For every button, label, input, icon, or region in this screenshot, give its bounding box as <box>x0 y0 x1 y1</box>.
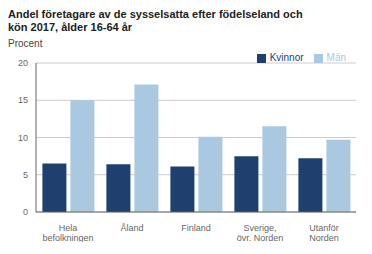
svg-text:20: 20 <box>18 58 28 68</box>
svg-text:Finland: Finland <box>181 223 211 233</box>
html-text:Procent: Procent <box>8 38 43 49</box>
svg-text:15: 15 <box>18 95 28 105</box>
html-text:Andel företagare av de syssels: Andel företagare av de sysselsatta efter… <box>8 8 303 20</box>
svg-text:Helabefolkningen: Helabefolkningen <box>42 223 93 242</box>
svg-text:0: 0 <box>23 207 28 217</box>
svg-text:Åland: Åland <box>120 223 143 233</box>
html-text:kön 2017, ålder 16-64 år: kön 2017, ålder 16-64 år <box>8 21 133 33</box>
svg-text:5: 5 <box>23 170 28 180</box>
svg-text:UtanförNorden: UtanförNorden <box>309 223 339 242</box>
svg-text:Sverige,övr. Norden: Sverige,övr. Norden <box>237 223 284 242</box>
html-text:Kvinnor: Kvinnor <box>269 52 304 63</box>
html-text:Män: Män <box>326 52 346 63</box>
svg-text:10: 10 <box>18 133 28 143</box>
